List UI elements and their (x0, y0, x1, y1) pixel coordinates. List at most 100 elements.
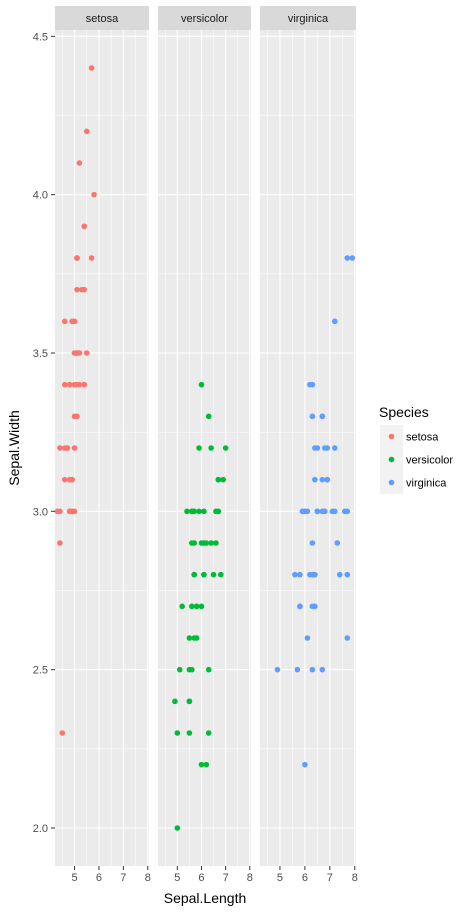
data-point-versicolor (176, 666, 183, 673)
data-point-versicolor (186, 698, 193, 705)
data-point-virginica (334, 540, 341, 546)
legend-key-point-setosa (388, 433, 395, 440)
legend-label-virginica: virginica (406, 478, 447, 490)
data-point-setosa (57, 508, 63, 515)
data-point-virginica (297, 603, 303, 610)
data-point-virginica (307, 381, 313, 388)
legend-key-point-versicolor (388, 456, 395, 463)
y-tick-label: 3.0 (33, 506, 48, 518)
data-point-versicolor (186, 666, 193, 673)
legend-label-versicolor: versicolor (406, 455, 453, 467)
data-point-virginica (332, 508, 338, 515)
data-point-versicolor (172, 698, 178, 705)
x-tick-label: 6 (198, 872, 204, 884)
data-point-setosa (79, 286, 85, 293)
data-point-virginica (344, 571, 351, 578)
data-point-versicolor (191, 571, 198, 578)
data-point-versicolor (205, 413, 212, 420)
data-point-virginica (302, 761, 308, 768)
x-tick-label: 8 (247, 872, 253, 884)
data-point-setosa (57, 445, 63, 451)
x-tick-label: 6 (96, 872, 102, 884)
data-point-setosa (71, 508, 78, 515)
data-point-virginica (344, 255, 351, 261)
data-point-setosa (81, 223, 88, 230)
data-point-setosa (61, 381, 68, 388)
data-point-virginica (312, 476, 318, 483)
data-point-versicolor (198, 603, 205, 610)
data-point-versicolor (220, 476, 227, 483)
data-point-setosa (71, 413, 78, 420)
data-point-virginica (274, 666, 281, 673)
data-point-virginica (309, 413, 316, 420)
data-point-virginica (322, 445, 328, 451)
data-point-versicolor (222, 445, 229, 451)
data-point-setosa (57, 540, 63, 546)
data-point-setosa (61, 318, 68, 325)
data-point-setosa (81, 381, 88, 388)
data-point-virginica (344, 635, 351, 641)
x-axis-title: Sepal.Length (164, 890, 247, 906)
data-point-setosa (66, 381, 73, 388)
data-point-virginica (344, 508, 351, 515)
data-point-versicolor (184, 508, 190, 515)
panel-background (158, 30, 251, 866)
data-point-versicolor (191, 508, 198, 515)
x-tick-label: 8 (352, 872, 358, 884)
data-point-setosa (74, 286, 80, 293)
legend-title: Species (379, 404, 429, 420)
x-tick-label: 7 (223, 872, 229, 884)
data-point-virginica (319, 413, 326, 420)
data-point-setosa (76, 160, 83, 166)
data-point-versicolor (201, 508, 207, 515)
data-point-virginica (292, 571, 298, 578)
data-point-versicolor (218, 571, 224, 578)
data-point-versicolor (193, 603, 200, 610)
data-point-versicolor (174, 825, 181, 831)
data-point-virginica (312, 445, 318, 451)
legend-label-setosa: setosa (406, 432, 439, 444)
data-point-setosa (71, 350, 78, 356)
data-point-versicolor (191, 540, 198, 546)
x-tick-label: 7 (120, 872, 126, 884)
data-point-virginica (299, 508, 306, 515)
data-point-versicolor (186, 635, 193, 641)
data-point-setosa (69, 476, 75, 483)
x-tick-label: 5 (71, 872, 77, 884)
data-point-virginica (294, 666, 301, 673)
data-point-virginica (309, 571, 316, 578)
panel-background (260, 30, 356, 866)
data-point-versicolor (208, 445, 214, 451)
data-point-setosa (66, 508, 73, 515)
data-point-virginica (309, 540, 316, 546)
data-point-versicolor (203, 761, 210, 768)
data-point-versicolor (198, 540, 205, 546)
data-point-versicolor (215, 508, 222, 515)
data-point-virginica (314, 508, 321, 515)
facet-strip (158, 6, 251, 30)
data-point-virginica (309, 666, 316, 673)
data-point-versicolor (179, 603, 185, 610)
data-point-virginica (319, 476, 326, 483)
data-point-setosa (61, 445, 68, 451)
data-point-virginica (324, 476, 331, 483)
data-point-virginica (319, 666, 326, 673)
data-point-versicolor (213, 540, 219, 546)
data-point-versicolor (208, 540, 214, 546)
data-point-virginica (332, 445, 338, 451)
data-point-versicolor (196, 508, 202, 515)
data-point-setosa (69, 318, 75, 325)
data-point-versicolor (198, 761, 205, 768)
data-point-versicolor (205, 666, 212, 673)
panel-background (55, 30, 149, 866)
data-point-setosa (88, 255, 95, 261)
data-point-virginica (336, 571, 343, 578)
x-tick-label: 5 (174, 872, 180, 884)
data-point-versicolor (186, 730, 193, 736)
data-point-setosa (83, 128, 90, 135)
data-point-virginica (297, 571, 303, 578)
data-point-virginica (349, 255, 356, 261)
data-point-setosa (88, 65, 95, 71)
data-point-versicolor (215, 476, 222, 483)
